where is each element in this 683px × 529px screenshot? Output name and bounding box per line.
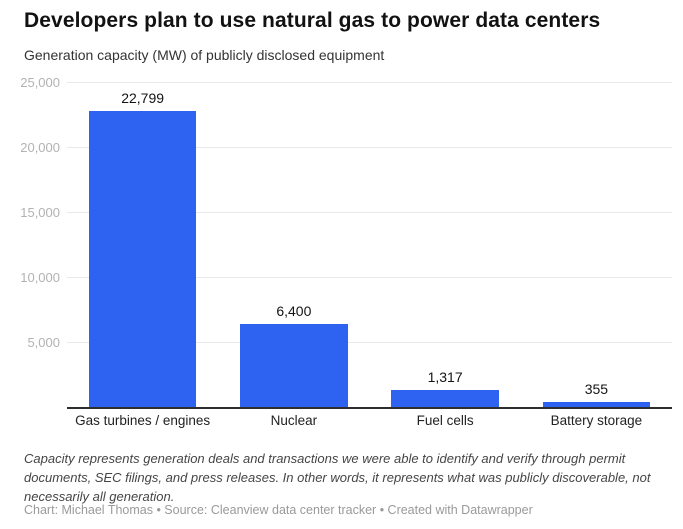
- x-category-label: Battery storage: [550, 413, 643, 428]
- gridline: [67, 277, 672, 278]
- bar-column: 355: [521, 82, 672, 407]
- gridline: [67, 147, 672, 148]
- bars-group: 22,799 6,400 1,317 355: [67, 82, 672, 407]
- bar-value-label: 355: [584, 381, 609, 398]
- gridline: [67, 82, 672, 83]
- x-category-label: Fuel cells: [416, 413, 474, 428]
- bar-value-label: 1,317: [427, 368, 463, 385]
- bar-battery-storage: [542, 402, 651, 407]
- bar-column: 22,799: [67, 82, 218, 407]
- y-axis-tick-labels: 5,000 10,000 15,000 20,000 25,000: [0, 75, 60, 407]
- bar-nuclear: [240, 323, 348, 407]
- y-tick-label: 15,000: [20, 205, 60, 220]
- y-tick-label: 25,000: [20, 75, 60, 90]
- plot-area: 22,799 6,400 1,317 355: [67, 82, 672, 409]
- bar-value-label: 6,400: [276, 302, 312, 319]
- gridline: [67, 342, 672, 343]
- bar-column: 1,317: [370, 82, 521, 407]
- footnote: Capacity represents generation deals and…: [24, 451, 651, 504]
- x-category-label: Gas turbines / engines: [75, 413, 211, 428]
- bar-fuel-cells: [391, 389, 499, 407]
- chart-title: Developers plan to use natural gas to po…: [24, 9, 601, 32]
- chart-subtitle: Generation capacity (MW) of publicly dis…: [24, 47, 385, 63]
- credit-line: Chart: Michael Thomas • Source: Cleanvie…: [24, 503, 533, 517]
- x-category-label: Nuclear: [270, 413, 318, 428]
- y-tick-label: 10,000: [20, 270, 60, 285]
- bar-value-label: 22,799: [121, 89, 165, 106]
- bar-column: 6,400: [218, 82, 369, 407]
- bar-gas-turbines-engines: [88, 110, 197, 407]
- x-axis-category-labels: Gas turbines / engines Nuclear Fuel cells B…: [67, 413, 672, 428]
- y-tick-label: 20,000: [20, 140, 60, 155]
- y-tick-label: 5,000: [27, 335, 60, 350]
- gridline: [67, 212, 672, 213]
